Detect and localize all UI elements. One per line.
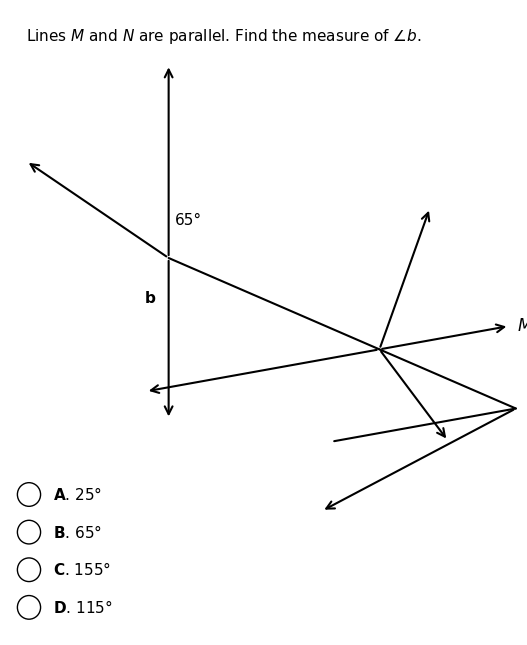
Text: $\mathbf{A}$. 25°: $\mathbf{A}$. 25°: [53, 486, 102, 503]
Text: Lines $\mathit{M}$ and $\mathit{N}$ are parallel. Find the measure of $\angle b$: Lines $\mathit{M}$ and $\mathit{N}$ are …: [26, 27, 422, 46]
Text: b: b: [145, 292, 156, 306]
Text: 65°: 65°: [175, 213, 202, 228]
Text: $\mathbf{C}$. 155°: $\mathbf{C}$. 155°: [53, 561, 111, 579]
Text: $\mathbf{D}$. 115°: $\mathbf{D}$. 115°: [53, 599, 112, 616]
Text: M: M: [517, 317, 527, 335]
Text: $\mathbf{B}$. 65°: $\mathbf{B}$. 65°: [53, 524, 102, 541]
